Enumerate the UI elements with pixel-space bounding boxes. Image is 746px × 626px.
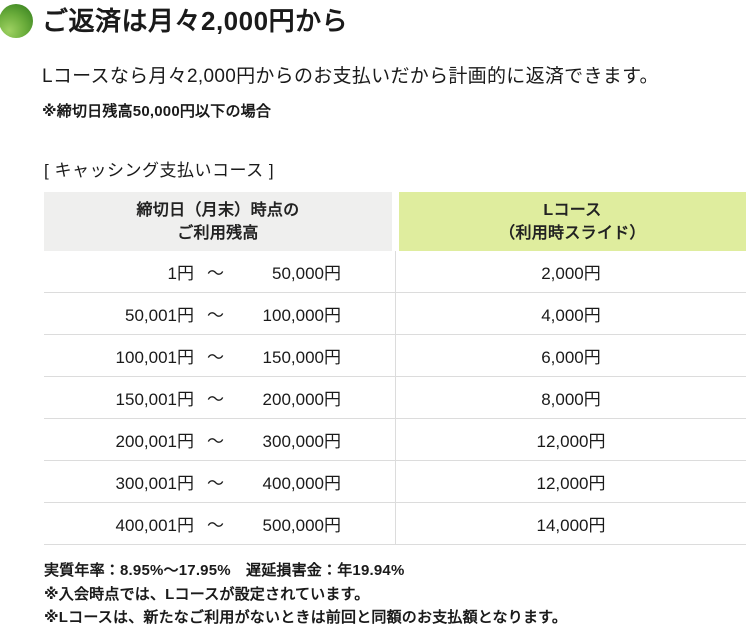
range-to: 400,000円 [262,474,341,493]
range-from: 400,001円 [115,516,194,535]
tilde-glyph: ～ [207,432,224,451]
table-row: 50,001円 ～ 100,000円 4,000円 [44,293,746,335]
tilde-glyph: ～ [207,264,224,283]
range-from: 300,001円 [115,474,194,493]
column-header-course-line1: Lコース [543,201,602,219]
payment-cell: 12,000円 [536,432,606,451]
range-to: 100,000円 [262,306,341,325]
column-header-course-line2: （利用時スライド） [499,224,646,242]
range-to: 50,000円 [272,264,341,283]
page-title: ご返済は月々2,000円から [42,6,349,36]
column-header-course: Lコース （利用時スライド） [399,192,746,251]
range-from: 150,001円 [115,390,194,409]
payment-cell: 14,000円 [536,516,606,535]
tilde-glyph: ～ [207,348,224,367]
payment-cell: 4,000円 [541,306,601,325]
tilde-glyph: ～ [207,516,224,535]
tilde-glyph: ～ [207,390,224,409]
range-to: 300,000円 [262,432,341,451]
range-from: 200,001円 [115,432,194,451]
table-body: 1円 ～ 50,000円 2,000円 50,001円 ～ 100,000円 4… [44,251,746,545]
tilde-glyph: ～ [207,474,224,493]
footer-notes: 実質年率：8.95%～17.95% 遅延損害金：年19.94% ※入会時点では、… [44,559,746,626]
balance-range-cell: 300,001円 ～ 400,000円 [44,461,396,502]
payment-cell: 8,000円 [541,390,601,409]
green-bullet-icon [0,4,33,38]
table-row: 300,001円 ～ 400,000円 12,000円 [44,461,746,503]
column-header-balance-line1: 締切日（月末）時点の [136,201,300,219]
table-row: 200,001円 ～ 300,000円 12,000円 [44,419,746,461]
table-row: 150,001円 ～ 200,000円 8,000円 [44,377,746,419]
payment-cell: 2,000円 [541,264,601,283]
balance-range-cell: 1円 ～ 50,000円 [44,251,396,292]
payment-cell: 12,000円 [536,474,606,493]
table-header-row: 締切日（月末）時点の ご利用残高 Lコース （利用時スライド） [44,192,746,251]
tilde-glyph: ～ [207,306,224,325]
table-caption: [ キャッシング支払いコース ] [44,161,275,180]
header-gap [392,192,399,251]
balance-range-cell: 150,001円 ～ 200,000円 [44,377,396,418]
enrollment-note: ※入会時点では、Lコースが設定されています。 [44,585,370,603]
column-header-balance: 締切日（月末）時点の ご利用残高 [44,192,392,251]
column-header-balance-line2: ご利用残高 [177,224,259,242]
balance-range-cell: 50,001円 ～ 100,000円 [44,293,396,334]
balance-range-cell: 400,001円 ～ 500,000円 [44,503,396,544]
range-to: 150,000円 [262,348,341,367]
rate-note: 実質年率：8.95%～17.95% 遅延損害金：年19.94% [44,562,405,579]
range-from: 50,001円 [125,306,194,325]
payment-course-table: 締切日（月末）時点の ご利用残高 Lコース （利用時スライド） 1円 ～ 50,… [44,192,746,545]
range-from: 100,001円 [115,348,194,367]
range-to: 500,000円 [262,516,341,535]
table-row: 400,001円 ～ 500,000円 14,000円 [44,503,746,545]
course-note: ※Lコースは、新たなご利用がないときは前回と同額のお支払額となります。 [44,609,568,626]
table-row: 100,001円 ～ 150,000円 6,000円 [44,335,746,377]
table-row: 1円 ～ 50,000円 2,000円 [44,251,746,293]
range-from: 1円 [167,264,194,283]
balance-range-cell: 100,001円 ～ 150,000円 [44,335,396,376]
range-to: 200,000円 [262,390,341,409]
condition-note: ※締切日残高50,000円以下の場合 [42,103,272,120]
section-heading-row: ご返済は月々2,000円から [0,0,746,38]
balance-range-cell: 200,001円 ～ 300,000円 [44,419,396,460]
lead-description: Lコースなら月々2,000円からのお支払いだから計画的に返済できます。 [42,66,659,87]
payment-cell: 6,000円 [541,348,601,367]
